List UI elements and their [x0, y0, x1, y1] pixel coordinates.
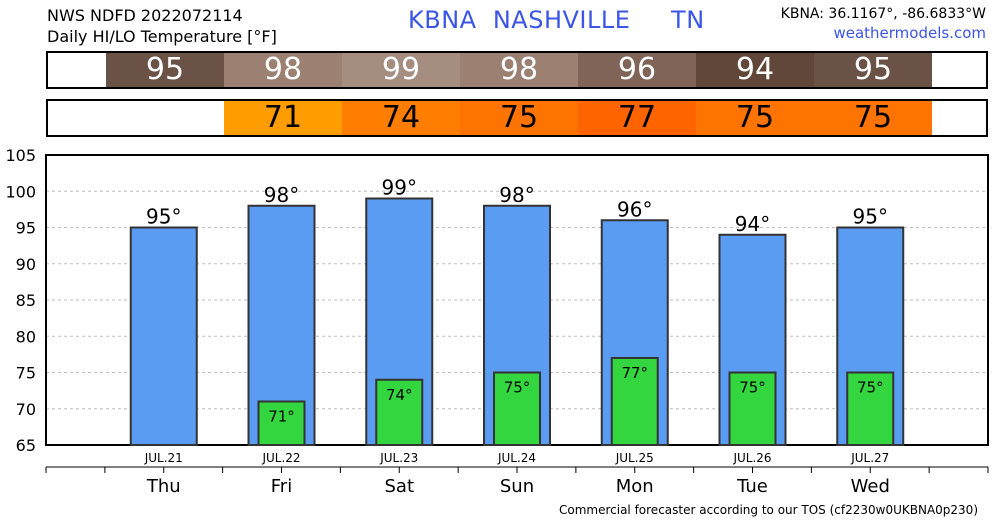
- station-title: KBNA NASHVILLE TN: [408, 6, 705, 34]
- lo-bar: [493, 371, 541, 446]
- hi-value-label: 95°: [853, 205, 888, 229]
- hi_strip-cell: 96: [578, 53, 696, 87]
- lo-bar: [610, 357, 659, 446]
- x-date-label: JUL.21: [144, 451, 183, 465]
- x-day-label: Thu: [146, 476, 181, 497]
- hi_strip-cell: 98: [460, 53, 578, 87]
- hi_strip-cell: 98: [224, 53, 342, 87]
- lo_strip-cell: 75: [696, 101, 814, 135]
- lo-value-label: 75°: [504, 379, 531, 397]
- hi-value-label: 94°: [735, 212, 770, 236]
- y-tick-label: 65: [16, 436, 36, 455]
- x-day-label: Tue: [736, 476, 768, 497]
- y-tick-label: 100: [5, 182, 36, 201]
- lo_strip-cell: [106, 101, 224, 135]
- footer-note: Commercial forecaster according to our T…: [558, 503, 978, 517]
- hi-value-label: 98°: [264, 183, 299, 207]
- x-day-label: Fri: [271, 476, 292, 497]
- lo_strip-cell: 71: [224, 101, 342, 135]
- y-tick-label: 70: [16, 400, 36, 419]
- product-title: NWS NDFD 2022072114: [47, 6, 243, 25]
- product-subtitle: Daily HI/LO Temperature [°F]: [47, 27, 277, 46]
- x-day-label: Sat: [384, 476, 414, 497]
- y-tick-label: 105: [5, 146, 36, 165]
- hi_strip-cell: 95: [106, 53, 224, 87]
- station-coords: KBNA: 36.1167°, -86.6833°W: [780, 6, 986, 22]
- y-tick-label: 95: [16, 219, 36, 238]
- lo_strip-cell: 75: [460, 101, 578, 135]
- lo-bar: [375, 378, 424, 446]
- lo-value-label: 75°: [739, 379, 766, 397]
- x-day-label: Sun: [500, 476, 534, 497]
- hi_strip-cell: 95: [814, 53, 932, 87]
- y-tick-label: 85: [16, 291, 36, 310]
- lo-temperature-strip: 71 74 75 77 75 75: [46, 99, 988, 137]
- x-day-label: Wed: [851, 476, 890, 497]
- x-date-label: JUL.22: [261, 451, 300, 465]
- lo-bar: [728, 371, 777, 446]
- x-date-label: JUL.26: [732, 451, 771, 465]
- hi-value-label: 99°: [382, 176, 417, 200]
- y-tick-label: 90: [16, 255, 36, 274]
- hi-value-label: 98°: [499, 183, 534, 207]
- lo-value-label: 71°: [268, 408, 295, 426]
- y-tick-label: 80: [16, 327, 36, 346]
- hi-value-label: 96°: [617, 197, 652, 221]
- lo-value-label: 74°: [386, 386, 413, 404]
- lo-bar: [257, 400, 306, 446]
- hi_strip-cell: 94: [696, 53, 814, 87]
- header-right: KBNA: 36.1167°, -86.6833°W weathermodels…: [781, 5, 986, 43]
- hi-bar: [129, 226, 198, 446]
- hi_strip-cell: 99: [342, 53, 460, 87]
- lo-value-label: 77°: [621, 364, 648, 382]
- x-day-label: Mon: [616, 476, 654, 497]
- site-link[interactable]: weathermodels.com: [833, 24, 986, 42]
- lo_strip-cell: 74: [342, 101, 460, 135]
- lo-bar: [846, 371, 895, 446]
- x-date-label: JUL.25: [615, 451, 654, 465]
- lo_strip-cell: 75: [814, 101, 932, 135]
- hi-temperature-strip: 95 98 99 98 96 94 95: [46, 51, 988, 89]
- y-tick-label: 75: [16, 364, 36, 383]
- hi-value-label: 95°: [146, 205, 181, 229]
- x-date-label: JUL.23: [379, 451, 418, 465]
- x-date-label: JUL.24: [497, 451, 536, 465]
- header-left: NWS NDFD 2022072114 Daily HI/LO Temperat…: [47, 5, 277, 47]
- x-date-label: JUL.27: [850, 451, 889, 465]
- lo_strip-cell: 77: [578, 101, 696, 135]
- lo-value-label: 75°: [857, 379, 884, 397]
